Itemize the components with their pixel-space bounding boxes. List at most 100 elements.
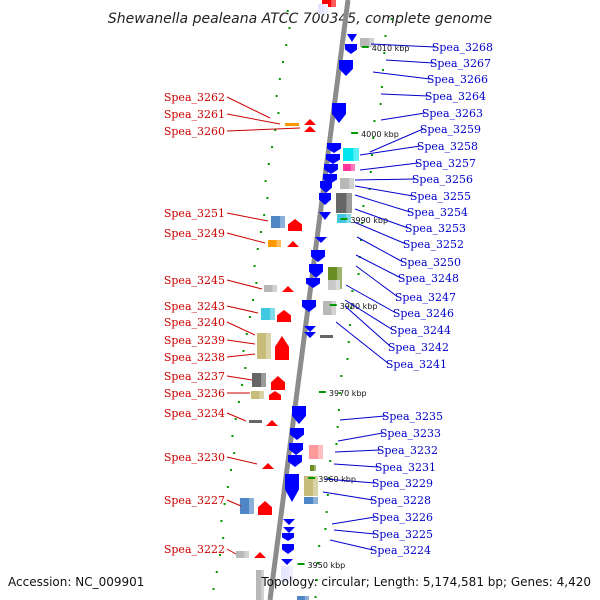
gene-label[interactable]: Spea_3267 <box>430 57 491 70</box>
gene-box <box>264 285 277 292</box>
gene-label[interactable]: Spea_3257 <box>415 157 476 170</box>
tick-dot <box>264 180 267 182</box>
gene-label[interactable]: Spea_3253 <box>405 222 466 235</box>
gene-label[interactable]: Spea_3229 <box>372 477 433 490</box>
forward-gene-arrow <box>304 126 316 132</box>
tick-dot <box>380 86 383 88</box>
gene-label[interactable]: Spea_3226 <box>372 511 433 524</box>
tick-dot <box>288 27 291 29</box>
tick-dot <box>314 596 317 598</box>
tick-dot <box>222 537 225 539</box>
gene-leader-line <box>226 353 256 358</box>
reverse-gene-arrow <box>302 300 316 312</box>
tick-dot <box>361 222 364 224</box>
gene-label[interactable]: Spea_3242 <box>388 341 449 354</box>
gene-label[interactable]: Spea_3258 <box>417 140 478 153</box>
gene-label[interactable]: Spea_3228 <box>370 494 431 507</box>
forward-gene-arrow <box>275 336 289 360</box>
kbp-tick-mark <box>361 46 369 48</box>
gene-box <box>328 280 340 290</box>
tick-dot <box>328 477 331 479</box>
gene-label[interactable]: Spea_3233 <box>380 427 441 440</box>
tick-dot <box>241 384 244 386</box>
gene-label[interactable]: Spea_3244 <box>390 324 451 337</box>
gene-label[interactable]: Spea_3249 <box>164 227 225 240</box>
gene-label[interactable]: Spea_3261 <box>164 108 225 121</box>
gene-label[interactable]: Spea_3256 <box>412 173 473 186</box>
kbp-tick-label: 4000 kbp <box>361 130 399 139</box>
gene-label[interactable]: Spea_3236 <box>164 387 225 400</box>
gene-label[interactable]: Spea_3232 <box>377 444 438 457</box>
tick-dot <box>277 112 280 114</box>
gene-label[interactable]: Spea_3222 <box>164 543 225 556</box>
gene-label[interactable]: Spea_3231 <box>375 461 436 474</box>
gene-label[interactable]: Spea_3240 <box>164 316 225 329</box>
gene-label[interactable]: Spea_3230 <box>164 451 225 464</box>
reverse-gene-arrow <box>319 193 331 205</box>
forward-gene-arrow <box>262 463 274 469</box>
gene-label[interactable]: Spea_3238 <box>164 351 225 364</box>
reverse-gene-arrow <box>320 181 332 193</box>
gene-leader-line <box>354 178 416 181</box>
gene-label[interactable]: Spea_3250 <box>400 256 461 269</box>
reverse-gene-arrow <box>347 34 357 42</box>
gene-label[interactable]: Spea_3227 <box>164 494 225 507</box>
gene-label[interactable]: Spea_3235 <box>382 410 443 423</box>
gene-label[interactable]: Spea_3268 <box>432 41 493 54</box>
genome-title: Shewanella pealeana ATCC 700345, complet… <box>108 11 492 27</box>
tick-dot <box>244 367 247 369</box>
tick-dot <box>350 307 353 309</box>
reverse-gene-arrow <box>304 326 316 332</box>
tick-dot <box>315 579 318 581</box>
gene-label[interactable]: Spea_3246 <box>393 307 454 320</box>
forward-gene-arrow <box>258 501 272 515</box>
gene-leader-line <box>354 194 411 213</box>
kbp-tick-mark <box>351 132 359 134</box>
gene-label[interactable]: Spea_3245 <box>164 274 225 287</box>
tick-dot <box>324 528 327 530</box>
gene-label[interactable]: Spea_3224 <box>370 544 431 557</box>
gene-label[interactable]: Spea_3241 <box>386 358 447 371</box>
gene-leader-line <box>226 499 242 507</box>
gene-label[interactable]: Spea_3255 <box>410 190 471 203</box>
gene-label[interactable]: Spea_3225 <box>372 528 433 541</box>
gene-label[interactable]: Spea_3259 <box>420 123 481 136</box>
tick-dot <box>226 486 229 488</box>
tick-dot <box>337 409 340 411</box>
forward-gene-labels: Spea_3262 Spea_3261 Spea_3260 Spea_3251 Spea… <box>164 91 301 556</box>
tick-dot <box>372 137 375 139</box>
gene-label[interactable]: Spea_3264 <box>425 90 486 103</box>
gene-label[interactable]: Spea_3247 <box>395 291 456 304</box>
gene-box <box>281 566 293 582</box>
gene-label[interactable]: Spea_3251 <box>164 207 225 220</box>
tick-dot <box>348 324 351 326</box>
kbp-tick-mark <box>308 477 316 479</box>
forward-gene-arrow <box>271 376 285 390</box>
gene-leader-line <box>344 305 392 348</box>
tick-dot <box>369 171 372 173</box>
gene-label[interactable]: Spea_3263 <box>422 107 483 120</box>
gene-box <box>343 148 359 161</box>
gene-label[interactable]: Spea_3254 <box>407 206 468 219</box>
gene-box <box>236 551 249 558</box>
tick-dot <box>263 214 266 216</box>
tick-dot <box>286 10 289 12</box>
tick-dot <box>325 511 328 513</box>
gene-label[interactable]: Spea_3239 <box>164 334 225 347</box>
gene-box <box>271 216 285 228</box>
gene-label[interactable]: Spea_3260 <box>164 125 225 138</box>
gene-leader-line <box>331 516 376 525</box>
gene-label[interactable]: Spea_3237 <box>164 370 225 383</box>
gene-label[interactable]: Spea_3248 <box>398 272 459 285</box>
gene-label[interactable]: Spea_3266 <box>427 73 488 86</box>
gene-label[interactable]: Spea_3243 <box>164 300 225 313</box>
gene-label[interactable]: Spea_3252 <box>403 238 464 251</box>
kbp-tick-mark <box>329 304 337 306</box>
reverse-gene-arrow <box>311 250 325 262</box>
gene-leader-line <box>226 305 259 314</box>
gene-leader-line <box>380 112 426 121</box>
gene-label[interactable]: Spea_3234 <box>164 407 225 420</box>
reverse-gene-arrow <box>326 154 340 164</box>
gene-label[interactable]: Spea_3262 <box>164 91 225 104</box>
